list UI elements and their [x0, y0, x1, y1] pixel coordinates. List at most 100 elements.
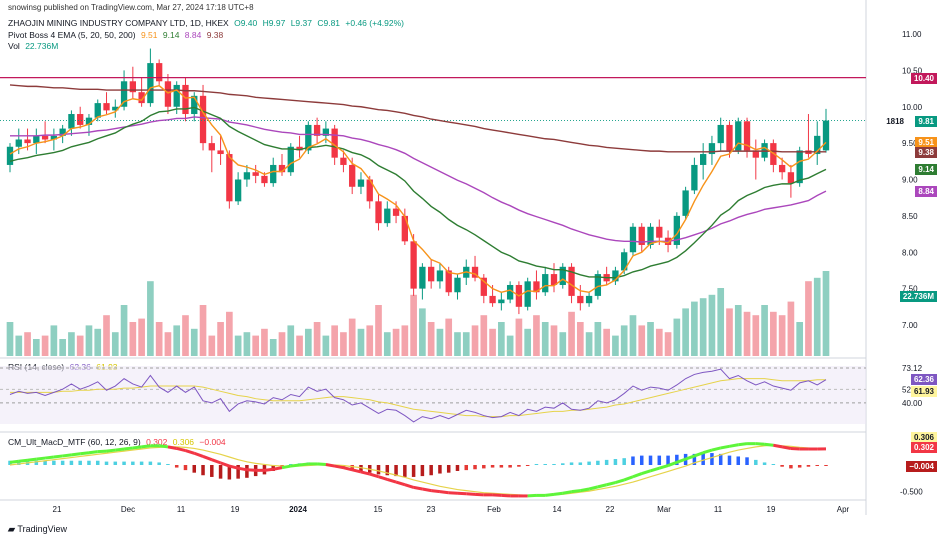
macd-line-segment — [492, 493, 502, 497]
macd-histogram-bar — [218, 465, 223, 479]
candle-body — [322, 128, 330, 136]
candle-body — [296, 146, 303, 151]
macd-line-segment — [18, 458, 28, 463]
ema-lines — [0, 77, 866, 297]
volume-bar — [576, 322, 584, 356]
macd-histogram-bar — [517, 465, 521, 467]
macd-histogram-bar — [236, 465, 240, 479]
macd-histogram-bar — [122, 461, 126, 465]
macd-histogram-bar — [622, 458, 626, 465]
volume-bar — [50, 325, 58, 356]
candle-body — [814, 135, 821, 155]
macd-line-segment — [702, 448, 713, 455]
volume-bar — [217, 322, 224, 356]
macd-histogram-bar — [596, 460, 600, 465]
macd-line-segment — [738, 442, 748, 447]
candle-body — [568, 266, 575, 296]
macd-histogram-bar — [631, 456, 635, 465]
macd-legend[interactable]: CM_Ult_MacD_MTF (60, 12, 26, 9) 0.302 0.… — [8, 437, 229, 447]
macd-histogram-bar — [561, 463, 565, 465]
volume-bar — [129, 322, 137, 356]
volume-bar — [708, 294, 716, 356]
tradingview-logo[interactable]: ▰ TradingView — [8, 524, 67, 535]
volume-bar — [138, 318, 145, 356]
volume-bar — [427, 322, 435, 356]
candle-body — [164, 81, 172, 107]
macd-histogram-bar — [534, 464, 539, 465]
macd-line-segment — [693, 451, 704, 458]
macd-histogram-bar — [701, 453, 705, 465]
macd-line-segment — [88, 450, 98, 455]
macd-line-segment — [53, 454, 63, 459]
ema50-value: 8.84 — [184, 30, 202, 40]
candle-body — [287, 146, 294, 173]
volume-bar — [673, 318, 681, 356]
volume-bar — [366, 325, 374, 356]
macd-line-segment — [351, 468, 362, 474]
macd-histogram-bar — [736, 456, 741, 465]
rsi-pane — [0, 367, 866, 423]
price-tick-label: 8.00 — [902, 248, 918, 257]
volume-bar — [568, 311, 575, 356]
candle-body — [647, 226, 654, 245]
volume-bar — [541, 322, 549, 356]
candle-body — [278, 164, 286, 173]
vol-value: 22.736M — [25, 41, 59, 51]
macd-histogram-bar — [87, 460, 91, 465]
bar-count-label: 1818 — [883, 115, 907, 127]
macd-line-segment — [9, 459, 19, 464]
macd-histogram-bar — [806, 465, 811, 467]
volume-bar — [304, 328, 312, 356]
macd-histogram-bar — [455, 465, 460, 471]
time-tick-label: 22 — [606, 505, 615, 514]
rsi-line — [9, 368, 827, 423]
candle-body — [752, 150, 759, 158]
symbol-name[interactable]: ZHAOJIN MINING INDUSTRY COMPANY LTD, 1D,… — [8, 18, 229, 28]
candles — [6, 48, 830, 315]
candle-body — [331, 128, 338, 158]
volume-bar — [331, 325, 338, 356]
candle-body — [489, 295, 496, 304]
ema5-badge: 9.51 — [915, 137, 937, 149]
ema-legend[interactable]: Pivot Boss 4 EMA (5, 20, 50, 200) 9.51 9… — [8, 30, 226, 40]
macd-line-segment — [457, 491, 467, 496]
macd-histogram-bar — [473, 465, 477, 470]
macd-line-segment — [264, 467, 274, 472]
candle-body — [542, 274, 549, 293]
candle-body — [68, 114, 75, 129]
macd-line-segment — [571, 489, 581, 494]
macd-line-segment — [141, 444, 151, 449]
macd-hist-value: −0.004 — [199, 437, 226, 447]
macd-histogram-bar — [34, 460, 39, 465]
resistance-badge: 10.40 — [910, 72, 937, 84]
volume-bar — [322, 335, 330, 356]
candle-body — [621, 252, 628, 271]
candle-body — [147, 63, 154, 104]
candle-body — [366, 179, 373, 202]
macd-histogram-bar — [587, 461, 591, 465]
macd-line-segment — [430, 489, 441, 494]
candle-body — [156, 63, 163, 82]
volume-bar — [226, 311, 233, 356]
macd-line-segment — [80, 451, 90, 456]
vol-legend[interactable]: Vol 22.736M — [8, 41, 61, 51]
macd-histogram-bar — [201, 465, 205, 476]
volume-bar — [822, 271, 830, 356]
macd-line-segment — [202, 455, 213, 462]
candle-body — [305, 124, 312, 151]
macd-line-segment — [667, 460, 678, 467]
candle-body — [340, 157, 347, 165]
macd-histogram-bar — [824, 465, 828, 466]
volume-bar — [717, 288, 725, 356]
rsi-ma-badge: 61.93 — [910, 385, 937, 397]
candle-body — [612, 270, 619, 282]
candle-body — [50, 135, 58, 140]
macd-line-segment — [229, 464, 239, 470]
time-tick-label: Mar — [657, 505, 671, 514]
candle-body — [471, 266, 479, 278]
volume-bar — [296, 335, 303, 356]
volume-bar — [770, 311, 777, 356]
candle-body — [761, 143, 768, 158]
volume-bar — [173, 325, 181, 356]
